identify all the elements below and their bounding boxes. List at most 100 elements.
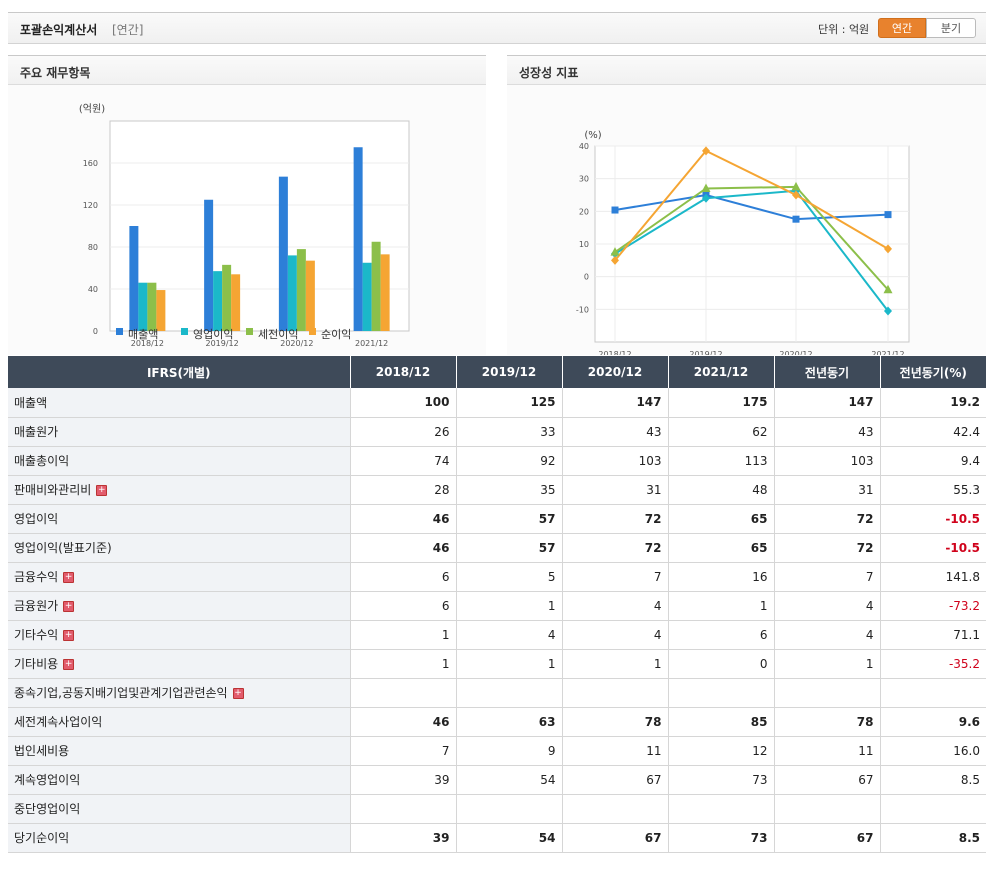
row-label-cell: 판매비와관리비 + [8, 475, 351, 505]
value-cell: 78 [562, 707, 669, 737]
row-label: 법인세비용 [14, 744, 70, 758]
value-cell: 175 [668, 388, 775, 418]
table-header-row: IFRS(개별) 2018/12 2019/12 2020/12 2021/12 전년동기… [8, 356, 986, 388]
row-label-cell: 매출원가 [8, 417, 351, 447]
value-cell: 72 [562, 533, 669, 563]
annual-tab[interactable]: 연간 [878, 18, 926, 38]
column-header: 전년동기 [774, 356, 881, 388]
bar [147, 282, 157, 331]
value-cell: 1 [456, 649, 563, 679]
bar [380, 254, 390, 331]
value-cell: 55.3 [880, 475, 986, 505]
value-cell: 46 [350, 707, 457, 737]
value-cell: 6 [350, 591, 457, 621]
value-cell: 16.0 [880, 736, 986, 766]
value-cell: 54 [456, 823, 563, 853]
series-line [614, 193, 889, 221]
value-cell: 147 [774, 388, 881, 418]
row-label: 기타비용 [14, 657, 59, 671]
data-point [792, 190, 800, 200]
bar [305, 260, 315, 331]
value-cell: 72 [774, 504, 881, 534]
table-row: 중단영업이익 [8, 794, 986, 824]
column-header: 2019/12 [456, 356, 563, 388]
y-axis-unit: (%) [584, 130, 601, 141]
value-cell: 65 [668, 504, 775, 534]
y-tick-label: 80 [88, 243, 98, 252]
value-cell: 9.6 [880, 707, 986, 737]
row-label: 매출액 [14, 395, 48, 410]
value-cell: 1 [350, 620, 457, 650]
value-cell: 1 [350, 649, 457, 679]
value-cell: 6 [350, 562, 457, 592]
period-toggle: 연간 분기 [878, 18, 978, 38]
expand-plus-icon[interactable]: + [63, 601, 75, 612]
table-row: 매출액 100 125 147 175 147 19.2 [8, 388, 986, 418]
value-cell: 28 [350, 475, 457, 505]
panel-title: 성장성 지표 [519, 66, 579, 80]
value-cell [562, 678, 669, 708]
value-cell: 67 [774, 823, 881, 853]
bar [204, 199, 214, 331]
value-cell: 100 [350, 388, 457, 418]
row-label-cell: 영업이익 [8, 504, 351, 534]
data-point [702, 146, 710, 156]
expand-plus-icon[interactable]: + [232, 688, 244, 699]
value-cell: 9.4 [880, 446, 986, 476]
bar [129, 226, 139, 331]
bar [222, 264, 232, 331]
bar [138, 282, 148, 331]
value-cell: 4 [456, 620, 563, 650]
row-label-cell: 당기순이익 [8, 823, 351, 853]
expand-plus-icon[interactable]: + [63, 630, 75, 641]
expand-plus-icon[interactable]: + [63, 659, 75, 670]
data-point [611, 206, 619, 214]
value-cell [350, 678, 457, 708]
value-cell: 71.1 [880, 620, 986, 650]
value-cell: 7 [350, 736, 457, 766]
expand-plus-icon[interactable]: + [96, 485, 108, 496]
table-row: 당기순이익 39 54 67 73 67 8.5 [8, 823, 986, 853]
row-label-cell: 중단영업이익 [8, 794, 351, 824]
series-line [614, 189, 889, 312]
value-cell: 43 [562, 417, 669, 447]
row-label: 기타수익 [14, 628, 59, 642]
value-cell: 4 [774, 591, 881, 621]
row-label: 금융원가 [14, 599, 59, 613]
row-label: 영업이익(발표기준) [14, 541, 112, 555]
legend-swatch [116, 328, 123, 335]
growth-panel: 성장성 지표 -10 0 10 20 30 40 (%) 2018/12 2019/12 2020… [507, 55, 986, 355]
panel-title: 주요 재무항목 [20, 66, 91, 80]
quarter-tab[interactable]: 분기 [926, 18, 976, 38]
value-cell [456, 794, 563, 824]
value-cell [668, 794, 775, 824]
value-cell: 48 [668, 475, 775, 505]
value-cell: 4 [774, 620, 881, 650]
value-cell [880, 678, 986, 708]
x-tick-label: 2020/12 [779, 350, 812, 355]
value-cell: 9 [456, 736, 563, 766]
value-cell: -10.5 [880, 533, 986, 563]
table-row: 기타비용 +1 1 1 0 1 -35.2 [8, 649, 986, 679]
main-items-panel: 주요 재무항목 0 40 80 120 160 (억원) 2018/12 2019/12 202… [8, 55, 486, 355]
value-cell: 7 [562, 562, 669, 592]
row-label: 당기순이익 [14, 831, 70, 845]
bar [353, 147, 363, 331]
value-cell: 125 [456, 388, 563, 418]
expand-plus-icon[interactable]: + [63, 572, 75, 583]
data-point [701, 183, 711, 192]
value-cell: 26 [350, 417, 457, 447]
value-cell: 73 [668, 765, 775, 795]
statement-header: 포괄손익계산서 [연간] 단위 : 억원 연간 분기 [8, 12, 986, 44]
value-cell: 72 [562, 504, 669, 534]
row-label-cell: 세전계속사업이익 [8, 707, 351, 737]
value-cell [350, 794, 457, 824]
data-point [791, 181, 801, 191]
panel-header: 성장성 지표 [507, 55, 986, 85]
bar [371, 241, 381, 331]
value-cell [880, 794, 986, 824]
legend-label: 영업이익 [193, 328, 233, 341]
table-row: 종속기업,공동지배기업및관계기업관련손익 + [8, 678, 986, 708]
row-label-cell: 종속기업,공동지배기업및관계기업관련손익 + [8, 678, 351, 708]
value-cell: -35.2 [880, 649, 986, 679]
